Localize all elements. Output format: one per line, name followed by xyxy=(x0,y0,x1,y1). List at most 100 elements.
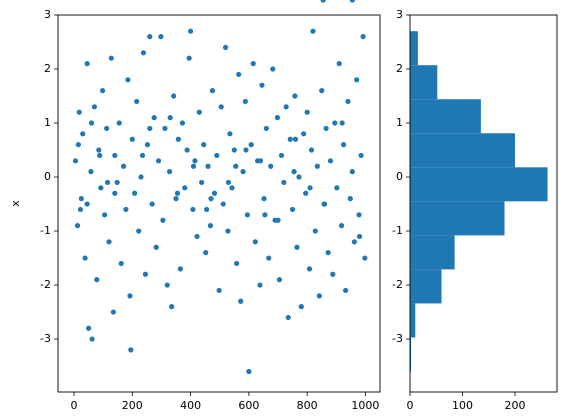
point xyxy=(291,169,297,175)
point xyxy=(139,152,146,159)
point xyxy=(160,217,166,223)
point xyxy=(118,260,124,267)
x-tick-label: 600 xyxy=(238,399,259,412)
point xyxy=(274,115,281,121)
hist-bar xyxy=(410,167,548,202)
point xyxy=(75,142,81,148)
x-tick-label: 100 xyxy=(452,399,473,412)
point xyxy=(339,120,345,126)
point xyxy=(208,196,214,202)
y-tick-label: -3 xyxy=(40,332,51,345)
point xyxy=(190,206,196,213)
point xyxy=(362,255,368,261)
point xyxy=(110,309,116,315)
point xyxy=(242,98,248,105)
point xyxy=(356,212,362,218)
point xyxy=(276,277,283,283)
point xyxy=(136,228,142,234)
y-axis-label: x xyxy=(9,200,22,207)
axes-frame xyxy=(409,14,558,393)
x-tick-label: 0 xyxy=(71,399,78,412)
point xyxy=(246,368,252,375)
point xyxy=(323,125,329,132)
point xyxy=(129,136,135,142)
point xyxy=(88,169,94,175)
point xyxy=(289,206,296,213)
point xyxy=(357,233,363,240)
point xyxy=(97,152,103,159)
point xyxy=(199,179,205,186)
point xyxy=(312,228,318,234)
point xyxy=(190,163,197,169)
point xyxy=(127,293,133,299)
point xyxy=(298,304,304,310)
point xyxy=(132,190,138,196)
point xyxy=(287,136,293,142)
x-tick-label: 0 xyxy=(407,399,414,412)
point xyxy=(270,66,276,72)
point xyxy=(262,212,268,218)
point xyxy=(76,109,82,115)
point xyxy=(134,98,140,105)
hist-bar xyxy=(410,269,442,304)
point xyxy=(171,93,177,99)
point xyxy=(175,136,181,142)
point xyxy=(292,93,298,99)
point xyxy=(216,287,222,294)
hist-bar xyxy=(410,303,416,338)
axes-frame xyxy=(57,14,381,393)
point xyxy=(203,250,209,256)
point xyxy=(345,98,351,105)
point xyxy=(196,109,202,115)
point xyxy=(330,271,336,277)
x-tick-label: 1000 xyxy=(351,399,379,412)
point xyxy=(360,34,366,40)
point xyxy=(304,109,310,115)
point xyxy=(207,223,214,229)
point xyxy=(80,131,86,137)
point xyxy=(268,163,274,169)
point xyxy=(259,82,265,88)
point xyxy=(336,61,342,67)
y-tick-label: 0 xyxy=(396,170,403,183)
point xyxy=(301,131,307,137)
x-tick-label: 200 xyxy=(122,399,143,412)
point xyxy=(238,298,244,304)
point xyxy=(248,142,254,148)
point xyxy=(236,71,242,78)
point xyxy=(340,142,347,148)
point xyxy=(263,125,269,132)
point xyxy=(186,55,192,61)
point xyxy=(343,287,349,294)
point xyxy=(184,147,190,153)
point xyxy=(77,206,84,213)
point xyxy=(112,190,118,196)
x-tick-label: 400 xyxy=(180,399,201,412)
y-tick-label: 3 xyxy=(44,8,51,21)
point xyxy=(153,244,159,250)
point xyxy=(306,266,313,272)
point xyxy=(192,158,198,164)
point xyxy=(106,239,112,245)
point xyxy=(205,163,211,169)
point xyxy=(231,147,237,153)
point xyxy=(322,201,328,207)
point xyxy=(307,185,313,191)
point xyxy=(211,190,218,196)
point xyxy=(354,77,360,83)
point xyxy=(229,185,235,191)
point xyxy=(94,277,100,283)
x-tick-label: 200 xyxy=(505,399,526,412)
point xyxy=(72,158,79,164)
point xyxy=(104,125,110,132)
point xyxy=(316,293,322,299)
point xyxy=(140,50,146,56)
point xyxy=(179,120,186,126)
point xyxy=(88,120,95,126)
point xyxy=(292,136,299,142)
point xyxy=(250,61,256,67)
y-tick-label: 2 xyxy=(396,62,403,75)
point xyxy=(332,120,338,126)
point xyxy=(201,142,207,148)
